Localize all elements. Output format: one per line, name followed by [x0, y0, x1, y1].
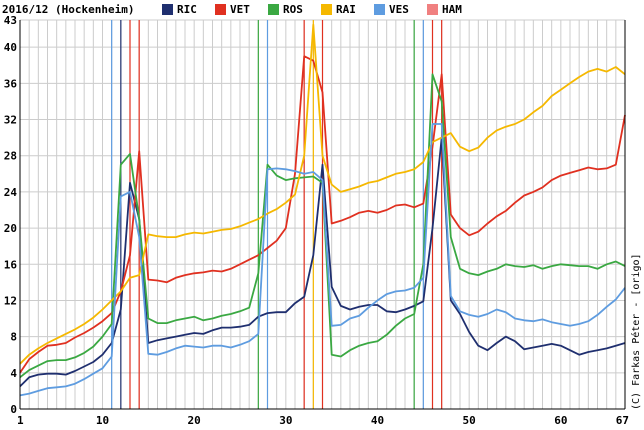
legend-label-ham: HAM — [442, 3, 462, 16]
series-lines — [19, 23, 626, 397]
y-tick-label-4: 4 — [10, 367, 17, 380]
legend: RIC VET ROS RAI VES HAM — [162, 3, 462, 16]
y-tick-label-12: 12 — [4, 294, 17, 307]
x-tick-label-20: 20 — [188, 414, 201, 427]
legend-label-rai: RAI — [336, 3, 356, 16]
legend-swatch-ros — [268, 4, 279, 15]
legend-label-vet: VET — [230, 3, 250, 16]
legend-label-ves: VES — [389, 3, 409, 16]
chart-title: 2016/12 (Hockenheim) — [2, 3, 134, 16]
y-tick-label-24: 24 — [4, 186, 18, 199]
x-axis-ticks: 1 10 20 30 40 50 60 67 — [17, 414, 629, 427]
y-tick-label-20: 20 — [4, 222, 17, 235]
y-tick-label-8: 8 — [10, 331, 17, 344]
credit-text: (C) Farkas Péter - [origo] — [630, 253, 642, 410]
legend-swatch-rai — [321, 4, 332, 15]
y-tick-label-16: 16 — [4, 258, 18, 271]
x-tick-label-1: 1 — [17, 414, 24, 427]
axes — [19, 20, 626, 410]
y-tick-label-0: 0 — [10, 403, 17, 416]
legend-swatch-ric — [162, 4, 173, 15]
legend-swatch-ves — [374, 4, 385, 15]
legend-label-ros: ROS — [283, 3, 303, 16]
series-line-rai — [19, 23, 626, 365]
x-tick-label-60: 60 — [554, 414, 567, 427]
series-line-ves — [19, 123, 626, 397]
y-tick-label-28: 28 — [4, 150, 17, 163]
legend-swatch-vet — [215, 4, 226, 15]
x-tick-label-50: 50 — [463, 414, 476, 427]
legend-label-ric: RIC — [177, 3, 197, 16]
y-tick-label-40: 40 — [4, 41, 17, 54]
x-tick-label-30: 30 — [279, 414, 292, 427]
y-tick-label-32: 32 — [4, 114, 17, 127]
series-line-ric — [19, 136, 626, 388]
x-tick-label-10: 10 — [96, 414, 109, 427]
legend-swatch-ham — [427, 4, 438, 15]
y-tick-label-36: 36 — [4, 77, 18, 90]
x-tick-label-67: 67 — [616, 414, 629, 427]
marker-lines — [111, 20, 443, 409]
y-tick-label-43: 43 — [4, 14, 17, 27]
y-axis-ticks: 0 4 8 12 16 20 24 28 32 36 40 43 — [4, 14, 18, 416]
x-tick-label-40: 40 — [371, 414, 384, 427]
